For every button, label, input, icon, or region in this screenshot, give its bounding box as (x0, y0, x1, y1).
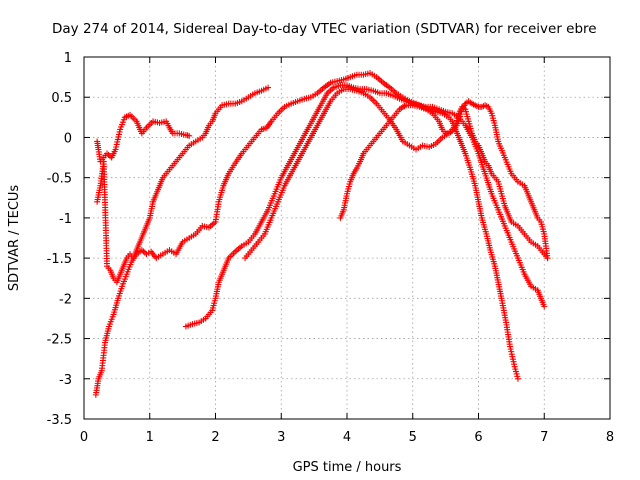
y-tick-label: -1.5 (47, 252, 72, 267)
data-point (514, 375, 521, 382)
chart-title: Day 274 of 2014, Sidereal Day-to-day VTE… (52, 21, 597, 37)
data-point (105, 151, 112, 158)
series-arc-3 (94, 84, 272, 286)
y-tick-label: 1 (64, 51, 72, 66)
data-point (544, 255, 551, 262)
grid (84, 57, 610, 419)
x-tick-label: 5 (409, 430, 417, 445)
series-arc-2 (92, 70, 521, 398)
series-arc-1 (94, 111, 193, 165)
data-series (92, 70, 551, 398)
y-tick-label: -1 (59, 212, 72, 227)
x-tick-label: 6 (474, 430, 482, 445)
series-arc-6 (337, 98, 551, 262)
y-tick-label: 0 (64, 131, 72, 146)
y-tick-label: -2 (59, 292, 72, 307)
y-tick-label: -2.5 (47, 333, 72, 348)
x-axis-label: GPS time / hours (293, 460, 402, 475)
x-tick-label: 0 (80, 430, 88, 445)
x-tick-label: 2 (211, 430, 219, 445)
x-tick-label: 1 (146, 430, 154, 445)
y-tick-label: -0.5 (47, 172, 72, 187)
x-tick-label: 8 (606, 430, 614, 445)
y-tick-label: -3 (59, 373, 72, 388)
x-tick-label: 7 (540, 430, 548, 445)
data-point (140, 248, 147, 255)
y-tick-label: 0.5 (51, 91, 72, 106)
x-tick-label: 4 (343, 430, 351, 445)
data-point (541, 303, 548, 310)
axis-ticks: 0 1 2 3 4 5 6 7 8 -3.5 -3 -2.5 -2 -1.5 -1 -0.5 0 0.5 1 (47, 51, 615, 445)
data-point (186, 132, 193, 139)
data-point (265, 84, 272, 91)
y-tick-label: -3.5 (47, 413, 72, 428)
x-tick-label: 3 (277, 430, 285, 445)
y-axis-label: SDTVAR / TECUs (7, 185, 22, 292)
